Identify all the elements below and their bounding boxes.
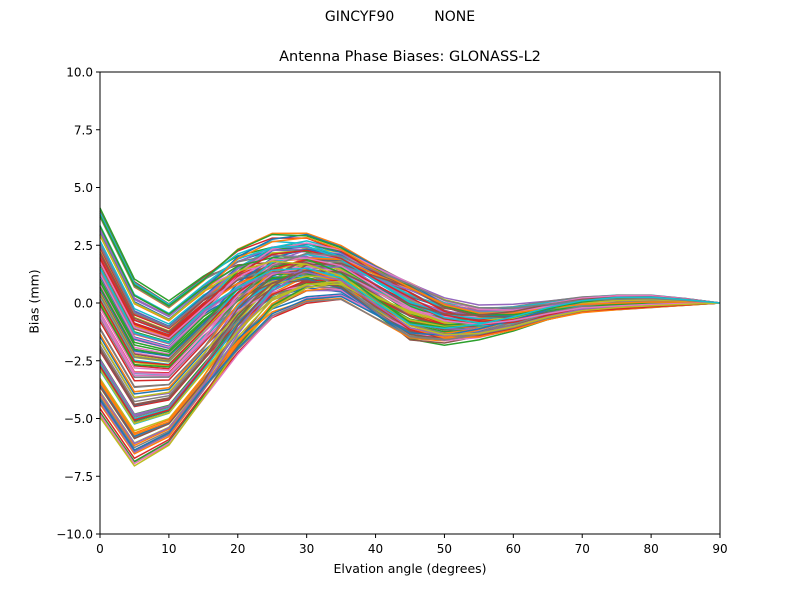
x-tick-label: 40 [368,542,383,556]
figure-suptitle: GINCYF90 NONE [324,9,476,25]
series-line [99,267,721,344]
series-line [99,234,721,321]
y-axis-label: Bias (mm) [26,269,42,334]
x-tick-label: 10 [161,542,176,556]
y-tick-label: 0.0 [74,297,93,311]
x-tick-label: 80 [643,542,658,556]
series-line [99,298,721,452]
series-line [99,252,721,389]
x-tick-label: 0 [96,542,104,556]
series-line [99,283,721,425]
y-tick-label: −7.5 [64,470,93,484]
x-tick-label: 70 [575,542,590,556]
x-tick-label: 30 [299,542,314,556]
x-tick-label: 60 [506,542,521,556]
y-axis-ticks: 10.0 7.5 5.0 2.5 0.0 −2.5 −5.0 −7.5 −10.0 [56,66,100,542]
y-tick-label: 5.0 [74,181,93,195]
series-lines [99,207,721,467]
series-line [99,257,721,340]
y-tick-label: −2.5 [64,354,93,368]
series-line [99,259,721,356]
series-line [99,234,721,336]
x-axis-ticks: 0 10 20 30 40 50 60 70 80 90 [96,534,728,556]
y-tick-label: 7.5 [74,123,93,137]
x-tick-label: 20 [230,542,245,556]
y-tick-label: 2.5 [74,239,93,253]
y-tick-label: −5.0 [64,412,93,426]
x-tick-label: 90 [712,542,727,556]
chart-title: Antenna Phase Biases: GLONASS-L2 [279,49,541,65]
series-line [99,265,721,371]
x-axis-label: Elvation angle (degrees) [333,561,487,576]
x-tick-label: 50 [437,542,452,556]
y-tick-label: 10.0 [66,66,93,80]
y-tick-label: −10.0 [56,528,93,542]
